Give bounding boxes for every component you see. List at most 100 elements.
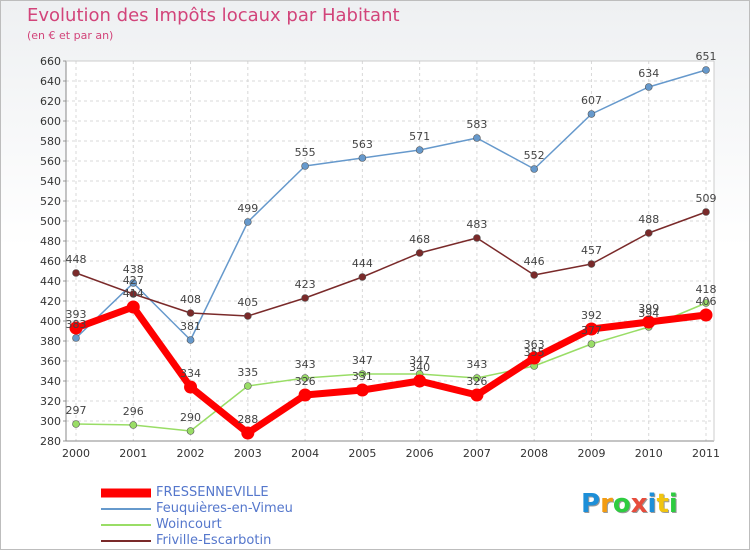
data-point <box>644 83 653 91</box>
data-label: 488 <box>638 213 659 226</box>
legend-swatch <box>101 488 151 498</box>
data-point <box>301 294 309 302</box>
data-label: 399 <box>638 302 659 315</box>
data-label: 438 <box>123 263 144 276</box>
data-point <box>584 322 598 336</box>
legend-label: Feuquières-en-Vimeu <box>156 501 293 516</box>
data-label: 408 <box>180 293 201 306</box>
data-point <box>473 134 481 142</box>
x-tick-label: 2006 <box>406 447 434 460</box>
logo-letter: i <box>647 489 657 519</box>
series-line-0 <box>74 303 707 437</box>
data-point <box>527 351 541 365</box>
y-tick-label: 660 <box>40 55 61 68</box>
data-point <box>72 420 80 428</box>
data-point <box>702 208 710 216</box>
y-tick-label: 580 <box>40 135 61 148</box>
logo-letter: i <box>668 489 678 519</box>
legend-label: Friville-Escarbotin <box>156 533 272 548</box>
x-tick-label: 2000 <box>62 447 90 460</box>
chart-title: Evolution des Impôts locaux par Habitant <box>27 5 400 26</box>
data-label: 563 <box>352 138 373 151</box>
data-point <box>301 374 309 382</box>
data-label: 448 <box>66 253 87 266</box>
data-label: 509 <box>696 192 717 205</box>
data-point <box>358 154 367 162</box>
logo-letter: t <box>656 489 669 519</box>
data-label: 406 <box>696 295 717 308</box>
data-label: 394 <box>638 307 659 320</box>
y-tick-label: 300 <box>40 415 61 428</box>
x-tick-label: 2001 <box>119 447 147 460</box>
data-point <box>699 308 713 322</box>
data-point <box>241 426 255 440</box>
data-point <box>702 299 710 307</box>
data-label: 383 <box>66 318 87 331</box>
y-tick-label: 460 <box>40 255 61 268</box>
data-point <box>644 229 653 237</box>
y-tick-label: 560 <box>40 155 61 168</box>
data-label: 340 <box>409 361 430 374</box>
x-tick-label: 2007 <box>463 447 491 460</box>
logo-letter: r <box>600 489 613 519</box>
legend-label: Woincourt <box>156 517 222 532</box>
series-points <box>69 66 713 440</box>
y-tick-label: 420 <box>40 295 61 308</box>
y-tick-label: 440 <box>40 275 61 288</box>
x-tick-label: 2009 <box>577 447 605 460</box>
data-label: 297 <box>66 404 87 417</box>
data-point <box>413 374 427 388</box>
data-label: 347 <box>409 354 430 367</box>
logo-letter: x <box>630 489 648 519</box>
data-label: 334 <box>180 367 201 380</box>
y-tick-label: 340 <box>40 375 61 388</box>
data-point <box>129 279 138 287</box>
y-tick-label: 480 <box>40 235 61 248</box>
data-label: 335 <box>237 366 258 379</box>
data-label: 326 <box>295 375 316 388</box>
data-point <box>358 370 367 378</box>
data-point <box>184 380 198 394</box>
data-label: 634 <box>638 67 659 80</box>
y-tick-label: 640 <box>40 75 61 88</box>
data-point <box>244 382 252 390</box>
series-line-2 <box>75 302 707 432</box>
data-point <box>72 269 80 277</box>
logo-letter: P <box>581 489 601 519</box>
data-label: 363 <box>524 338 545 351</box>
y-tick-label: 380 <box>40 335 61 348</box>
x-tick-label: 2008 <box>520 447 548 460</box>
data-label: 418 <box>696 283 717 296</box>
data-point <box>69 321 83 335</box>
data-point <box>301 162 309 170</box>
y-tick-label: 280 <box>40 435 61 448</box>
x-tick-label: 2004 <box>291 447 319 460</box>
data-point <box>470 388 484 402</box>
legend-label: FRESSENNEVILLE <box>156 485 269 500</box>
data-label: 552 <box>524 149 545 162</box>
data-label: 607 <box>581 94 602 107</box>
data-point <box>530 165 538 173</box>
series-line-3 <box>75 211 707 317</box>
data-point <box>126 300 140 314</box>
data-label: 651 <box>696 50 717 63</box>
data-label: 405 <box>237 296 258 309</box>
y-tick-label: 600 <box>40 115 61 128</box>
data-point <box>587 340 596 348</box>
y-tick-label: 620 <box>40 95 61 108</box>
data-label: 427 <box>123 274 144 287</box>
data-point <box>186 336 195 344</box>
data-point <box>587 110 596 118</box>
data-label: 343 <box>295 358 316 371</box>
chart-subtitle: (en € et par an) <box>27 29 114 42</box>
legend-swatch <box>101 540 151 542</box>
x-tick-label: 2010 <box>635 447 663 460</box>
data-point <box>473 374 481 382</box>
data-label: 393 <box>66 308 87 321</box>
grid <box>66 60 714 442</box>
data-label: 381 <box>180 320 201 333</box>
data-label: 446 <box>524 255 545 268</box>
logo-letter: o <box>612 489 631 519</box>
data-label: 347 <box>352 354 373 367</box>
